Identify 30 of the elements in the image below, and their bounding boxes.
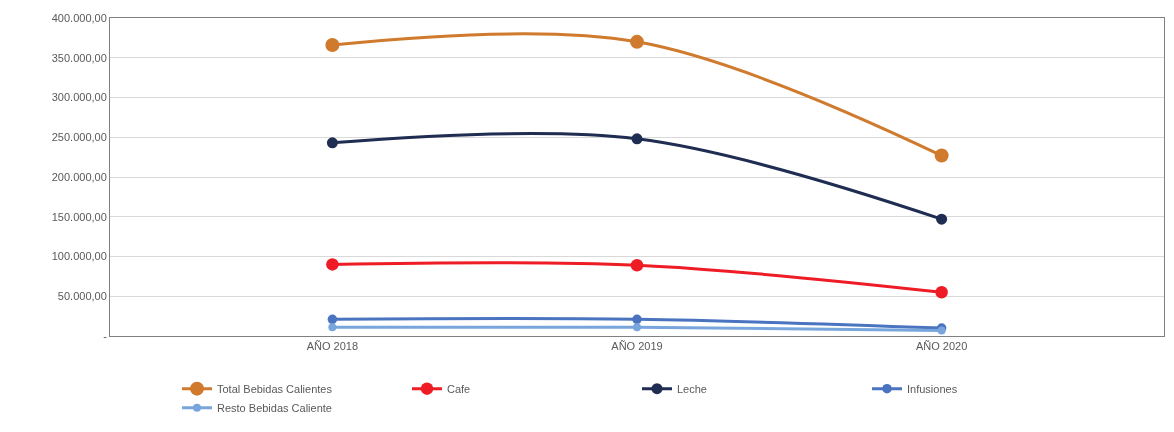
x-tick-label: AÑO 2018 [306, 340, 359, 353]
point [934, 148, 949, 163]
point [632, 314, 642, 325]
legend-label: Resto Bebidas Caliente [217, 401, 332, 414]
y-tick-label: 400.000,00 [51, 11, 107, 24]
point [630, 259, 644, 272]
legend-label: Total Bebidas Calientes [217, 382, 333, 395]
point [328, 323, 337, 332]
y-tick-label: 250.000,00 [51, 131, 107, 144]
y-tick-label: 200.000,00 [51, 170, 107, 183]
y-tick-label: 300.000,00 [51, 91, 107, 104]
legend-label: Leche [677, 382, 707, 395]
point [326, 137, 338, 149]
point [633, 323, 641, 332]
y-tick-label: 150.000,00 [51, 210, 107, 223]
point [631, 133, 643, 145]
y-tick-label: - [103, 329, 108, 342]
x-tick-label: AÑO 2020 [915, 340, 968, 353]
legend-label: Infusiones [907, 382, 958, 395]
point [326, 258, 339, 271]
point [325, 38, 340, 53]
point [630, 34, 644, 49]
x-tick-label: AÑO 2019 [611, 340, 663, 353]
y-tick-label: 100.000,00 [51, 250, 107, 263]
point [936, 213, 948, 225]
y-tick-label: 350.000,00 [51, 51, 107, 64]
y-tick-label: 50.000,00 [57, 290, 107, 303]
point [935, 286, 948, 299]
point [327, 314, 338, 325]
legend-label: Cafe [447, 382, 471, 395]
